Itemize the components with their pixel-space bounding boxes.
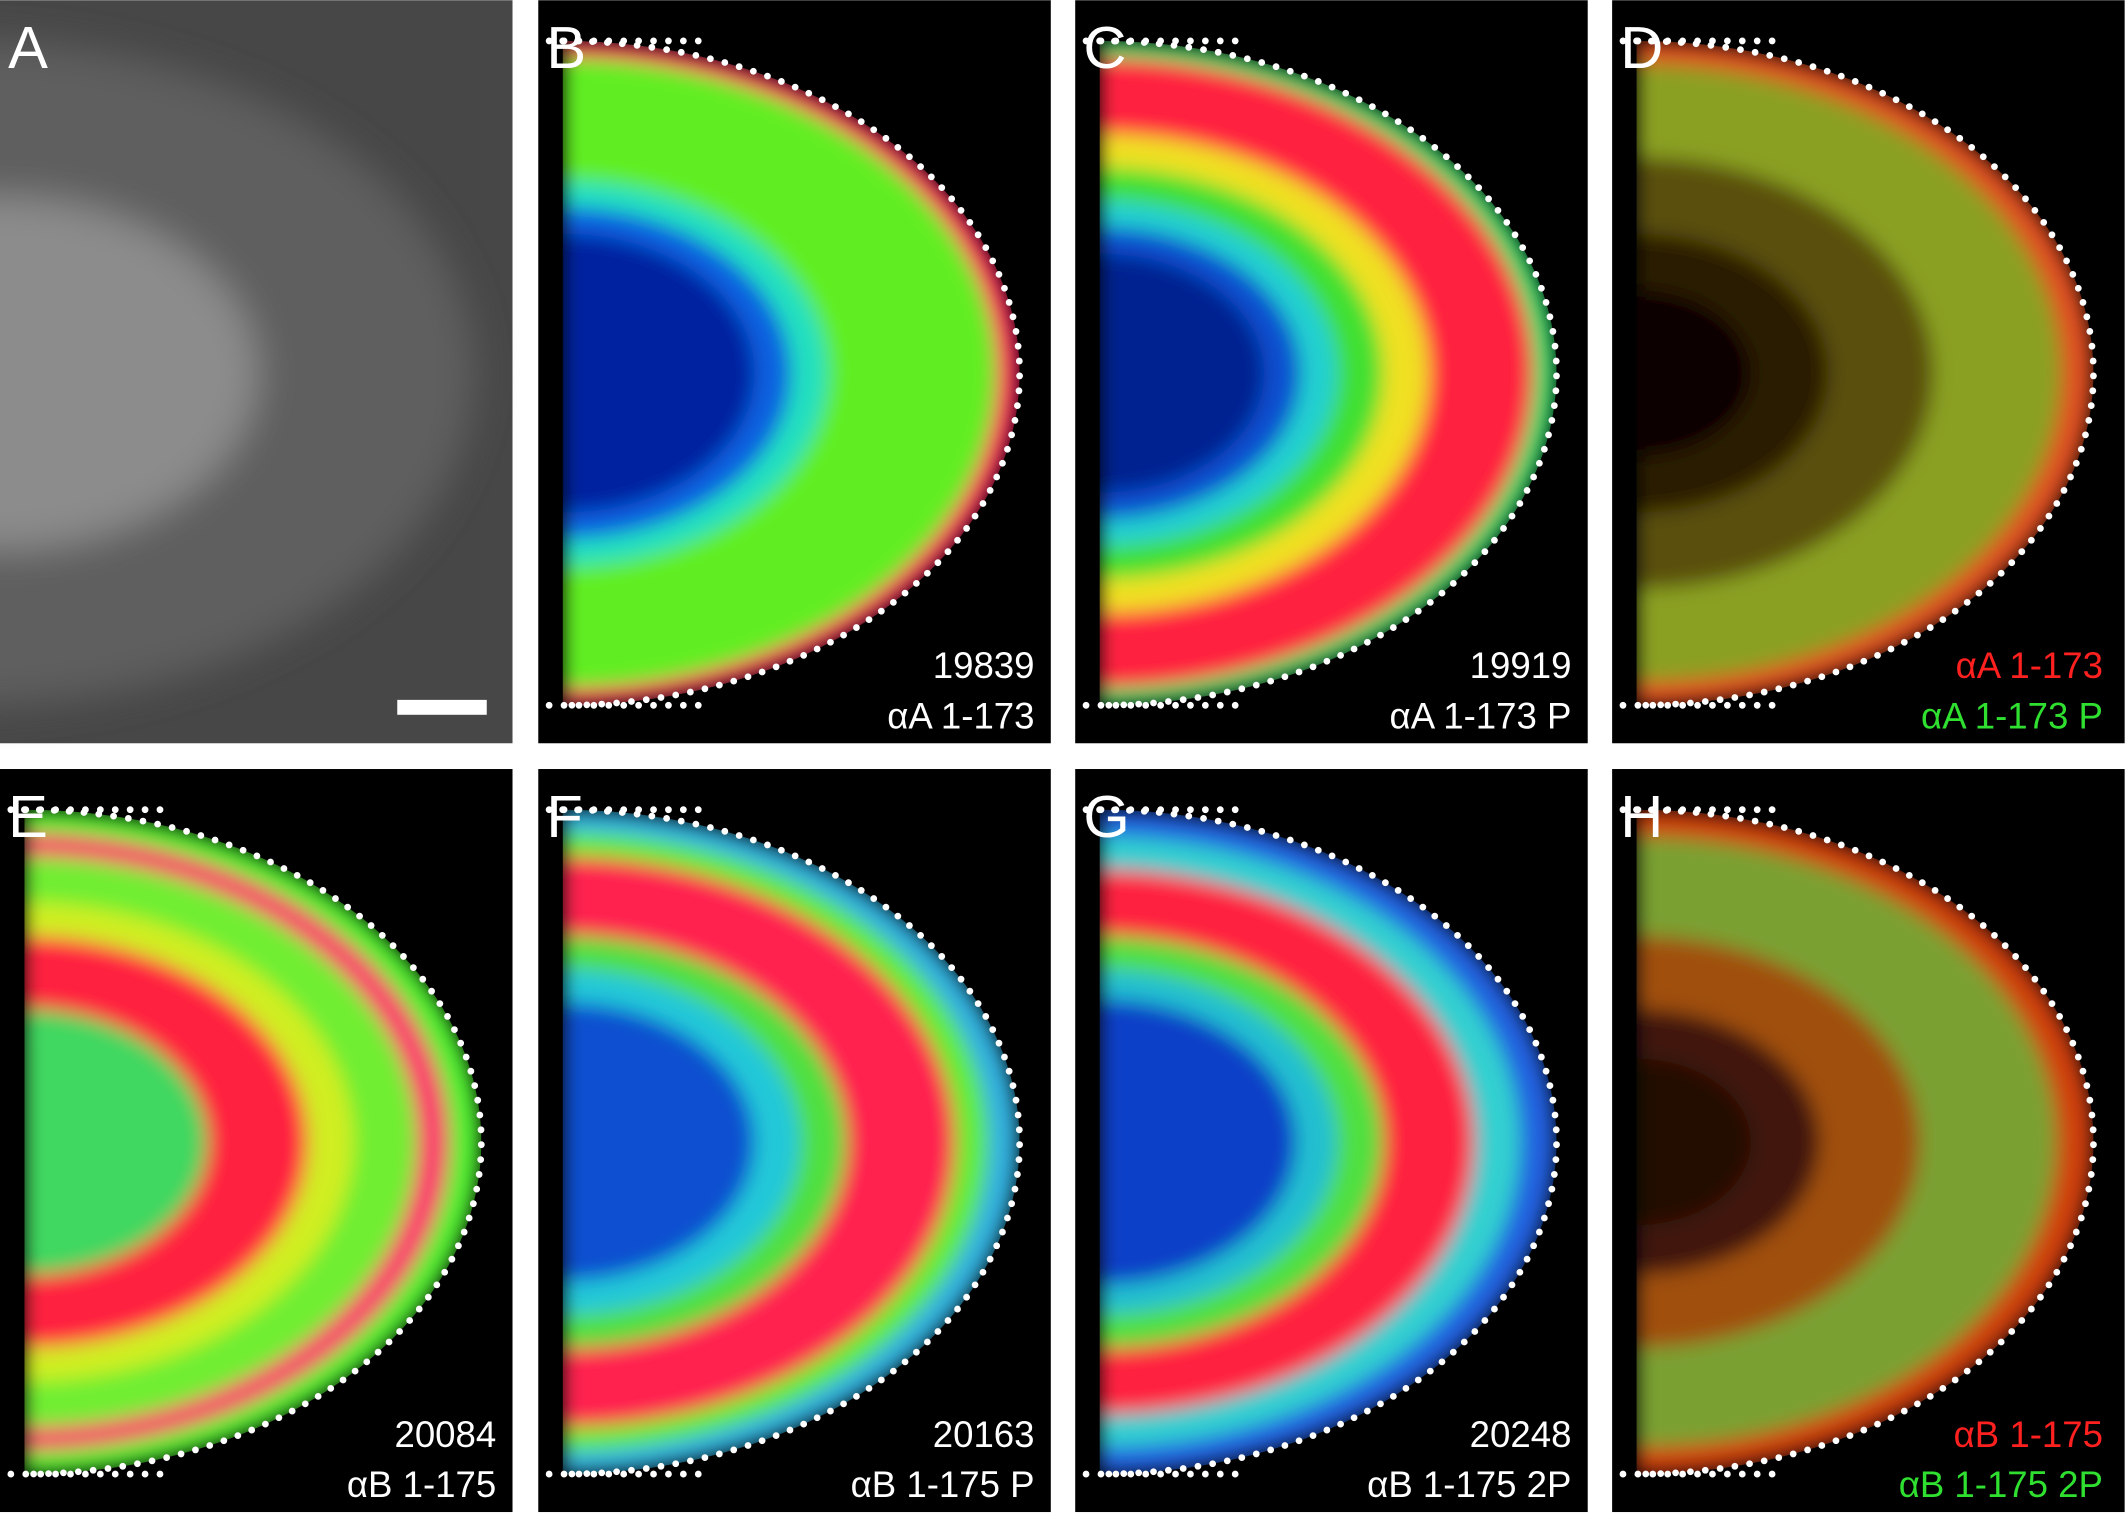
band bbox=[1099, 999, 1297, 1285]
lens-image bbox=[0, 41, 475, 705]
mass: 19919 bbox=[1470, 645, 1572, 686]
intensity-map bbox=[1099, 809, 1557, 1475]
species-label: αB 1-175 bbox=[347, 1464, 496, 1505]
panel-letter: B bbox=[546, 14, 586, 81]
band bbox=[562, 1002, 755, 1282]
panel: αB 1-175 αB 1-175 2P H bbox=[1612, 769, 2125, 1513]
intensity-map bbox=[1099, 40, 1557, 706]
panel: 20084 αB 1-175 E bbox=[0, 769, 513, 1513]
mass: 20163 bbox=[933, 1414, 1035, 1455]
outline bbox=[1633, 806, 2097, 1478]
species-label: αA 1-173 bbox=[887, 695, 1034, 736]
bands bbox=[1099, 40, 1557, 706]
band bbox=[562, 233, 755, 513]
intensity-map bbox=[24, 809, 482, 1475]
band bbox=[1636, 1058, 1751, 1225]
overlay-label-red: αA 1-173 bbox=[1956, 645, 2103, 686]
bands bbox=[1636, 809, 2094, 1475]
panel: 19839 αA 1-173 B bbox=[538, 0, 1051, 744]
panel-letter: A bbox=[8, 14, 48, 81]
bands bbox=[1099, 809, 1557, 1475]
intensity-map bbox=[1636, 40, 2094, 706]
panel-letter: D bbox=[1620, 14, 1663, 81]
panel-letter: G bbox=[1083, 783, 1129, 850]
panel: A bbox=[0, 0, 513, 744]
outline bbox=[1633, 37, 2097, 709]
mass: 20084 bbox=[394, 1414, 496, 1455]
mass: 19839 bbox=[933, 645, 1035, 686]
overlay-label-red: αB 1-175 bbox=[1954, 1414, 2103, 1455]
panel-letter: E bbox=[8, 783, 48, 850]
intensity-map bbox=[562, 40, 1020, 706]
panel: 20163 αB 1-175 P F bbox=[538, 769, 1051, 1513]
species-label: αA 1-173 P bbox=[1390, 695, 1572, 736]
intensity-map bbox=[1636, 809, 2094, 1475]
species-label: αB 1-175 P bbox=[851, 1464, 1035, 1505]
overlay-label-green: αA 1-173 P bbox=[1921, 695, 2103, 736]
band bbox=[24, 1009, 208, 1275]
panel-letter: C bbox=[1083, 14, 1126, 81]
panel: αA 1-173 αA 1-173 P D bbox=[1612, 0, 2125, 744]
band bbox=[1636, 290, 1751, 457]
bands bbox=[24, 809, 482, 1475]
species-label: αB 1-175 2P bbox=[1367, 1464, 1571, 1505]
panel: 20248 αB 1-175 2P G bbox=[1075, 769, 1588, 1513]
bands bbox=[562, 40, 1020, 706]
bands bbox=[562, 809, 1020, 1475]
bands bbox=[1636, 40, 2094, 706]
outline bbox=[1096, 37, 1560, 709]
outline bbox=[559, 37, 1023, 709]
scale-bar bbox=[397, 699, 487, 715]
band bbox=[1099, 253, 1265, 493]
panel-letter: F bbox=[546, 783, 582, 850]
outline bbox=[559, 806, 1023, 1478]
panel: 19919 αA 1-173 P C bbox=[1075, 0, 1588, 744]
outline bbox=[21, 806, 485, 1478]
outline bbox=[1096, 806, 1560, 1478]
overlay-label-green: αB 1-175 2P bbox=[1899, 1464, 2103, 1505]
lens-inner bbox=[0, 196, 258, 550]
mass: 20248 bbox=[1470, 1414, 1572, 1455]
panel-letter: H bbox=[1620, 783, 1663, 850]
intensity-map bbox=[562, 809, 1020, 1475]
